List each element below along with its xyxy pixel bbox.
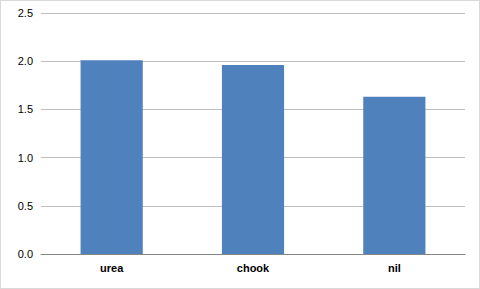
svg-text:2.0: 2.0 — [18, 55, 33, 67]
svg-text:urea: urea — [100, 262, 124, 274]
svg-text:0.5: 0.5 — [18, 200, 33, 212]
svg-text:0.0: 0.0 — [18, 248, 33, 260]
svg-text:2.5: 2.5 — [18, 7, 33, 19]
svg-text:nil: nil — [388, 262, 401, 274]
svg-text:1.0: 1.0 — [18, 152, 33, 164]
svg-text:chook: chook — [237, 262, 270, 274]
svg-text:1.5: 1.5 — [18, 103, 33, 115]
